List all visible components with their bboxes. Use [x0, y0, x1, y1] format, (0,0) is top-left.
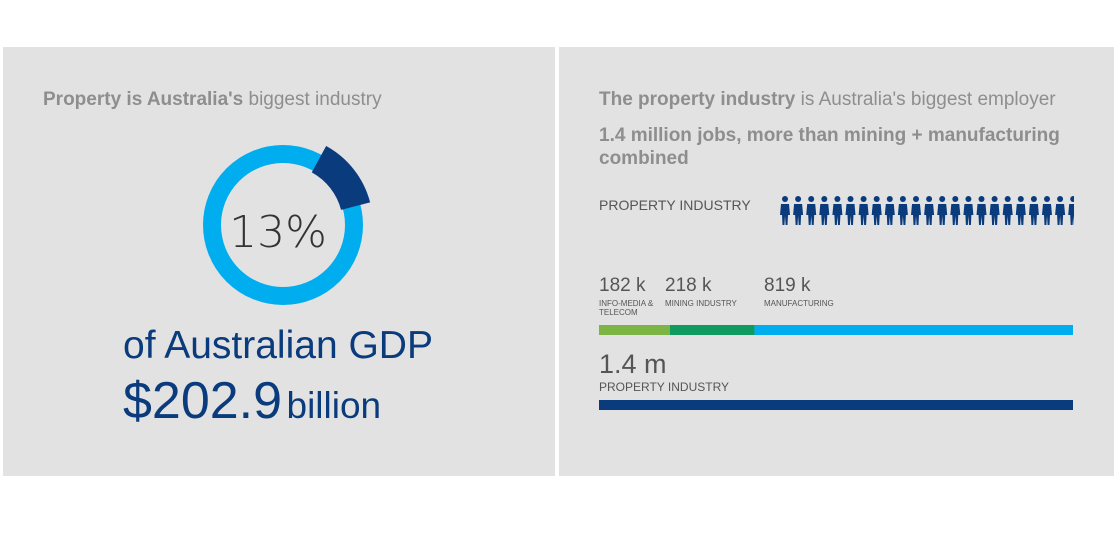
employment-panel: The property industry is Australia's big…: [559, 47, 1114, 476]
bar-mining: [669, 325, 755, 335]
category-value: 819 k: [764, 275, 811, 296]
gdp-text: of Australian GDP: [123, 324, 433, 367]
employment-subheadline: 1.4 million jobs, more than mining + man…: [599, 125, 1060, 169]
person-icon: [819, 196, 830, 225]
person-icon: [950, 196, 961, 225]
bar-info-media: [599, 325, 670, 335]
people-icons-row: [780, 196, 1074, 225]
person-icon: [911, 196, 921, 225]
bar-property: [599, 400, 1073, 410]
person-icon: [1028, 196, 1039, 225]
gdp-headline: Property is Australia's biggest industry: [43, 89, 382, 111]
person-icon: [1002, 196, 1013, 225]
employment-headline: The property industry is Australia's big…: [599, 89, 1056, 111]
gdp-unit: billion: [286, 385, 382, 426]
gdp-headline-rest: biggest industry: [243, 89, 382, 110]
property-value: 1.4 m: [599, 349, 667, 379]
gdp-donut-chart: 13%: [203, 145, 371, 305]
person-icon: [884, 196, 895, 225]
person-icon: [845, 196, 856, 225]
person-icon: [871, 196, 882, 225]
category-label: MANUFACTURING: [764, 299, 834, 308]
category-manufacturing: 819 k MANUFACTURING: [764, 275, 854, 308]
category-value: 182 k: [599, 275, 646, 296]
donut-ring: [203, 145, 363, 305]
person-icon: [1042, 196, 1052, 225]
gdp-value: $202.9 billion: [123, 371, 381, 431]
person-icon: [793, 196, 804, 225]
category-label: MINING INDUSTRY: [665, 299, 737, 308]
person-icon: [1055, 196, 1066, 225]
people-row-label: PROPERTY INDUSTRY: [599, 197, 751, 213]
property-bar-label: PROPERTY INDUSTRY: [599, 380, 730, 394]
person-icon: [924, 196, 935, 225]
person-icon: [832, 196, 843, 225]
person-icon: [1015, 196, 1026, 225]
person-icon: [963, 196, 974, 225]
person-icon: [806, 196, 817, 225]
person-icon: [937, 196, 948, 225]
employment-bar-chart: [599, 325, 1073, 410]
gdp-amount: $202.9: [123, 372, 283, 430]
person-icon: [897, 196, 908, 225]
person-icon: [989, 196, 1000, 225]
category-value: 218 k: [665, 275, 712, 296]
person-icon: [858, 196, 869, 225]
person-icon: [1068, 196, 1074, 225]
category-info-media: 182 k INFO-MEDIA & TELECOM: [599, 275, 661, 317]
employment-headline-rest: is Australia's biggest employer: [795, 89, 1056, 110]
category-mining: 218 k MINING INDUSTRY: [665, 275, 755, 308]
gdp-panel: Property is Australia's biggest industry…: [3, 47, 555, 476]
bar-manufacturing: [754, 325, 1073, 335]
gdp-headline-bold: Property is Australia's: [43, 89, 244, 110]
donut-slice-property: [311, 146, 371, 211]
employment-headline-bold: The property industry: [599, 89, 796, 110]
category-label: INFO-MEDIA & TELECOM: [599, 299, 654, 317]
person-icon: [780, 196, 790, 225]
person-icon: [976, 196, 987, 225]
donut-label: 13%: [229, 207, 327, 258]
